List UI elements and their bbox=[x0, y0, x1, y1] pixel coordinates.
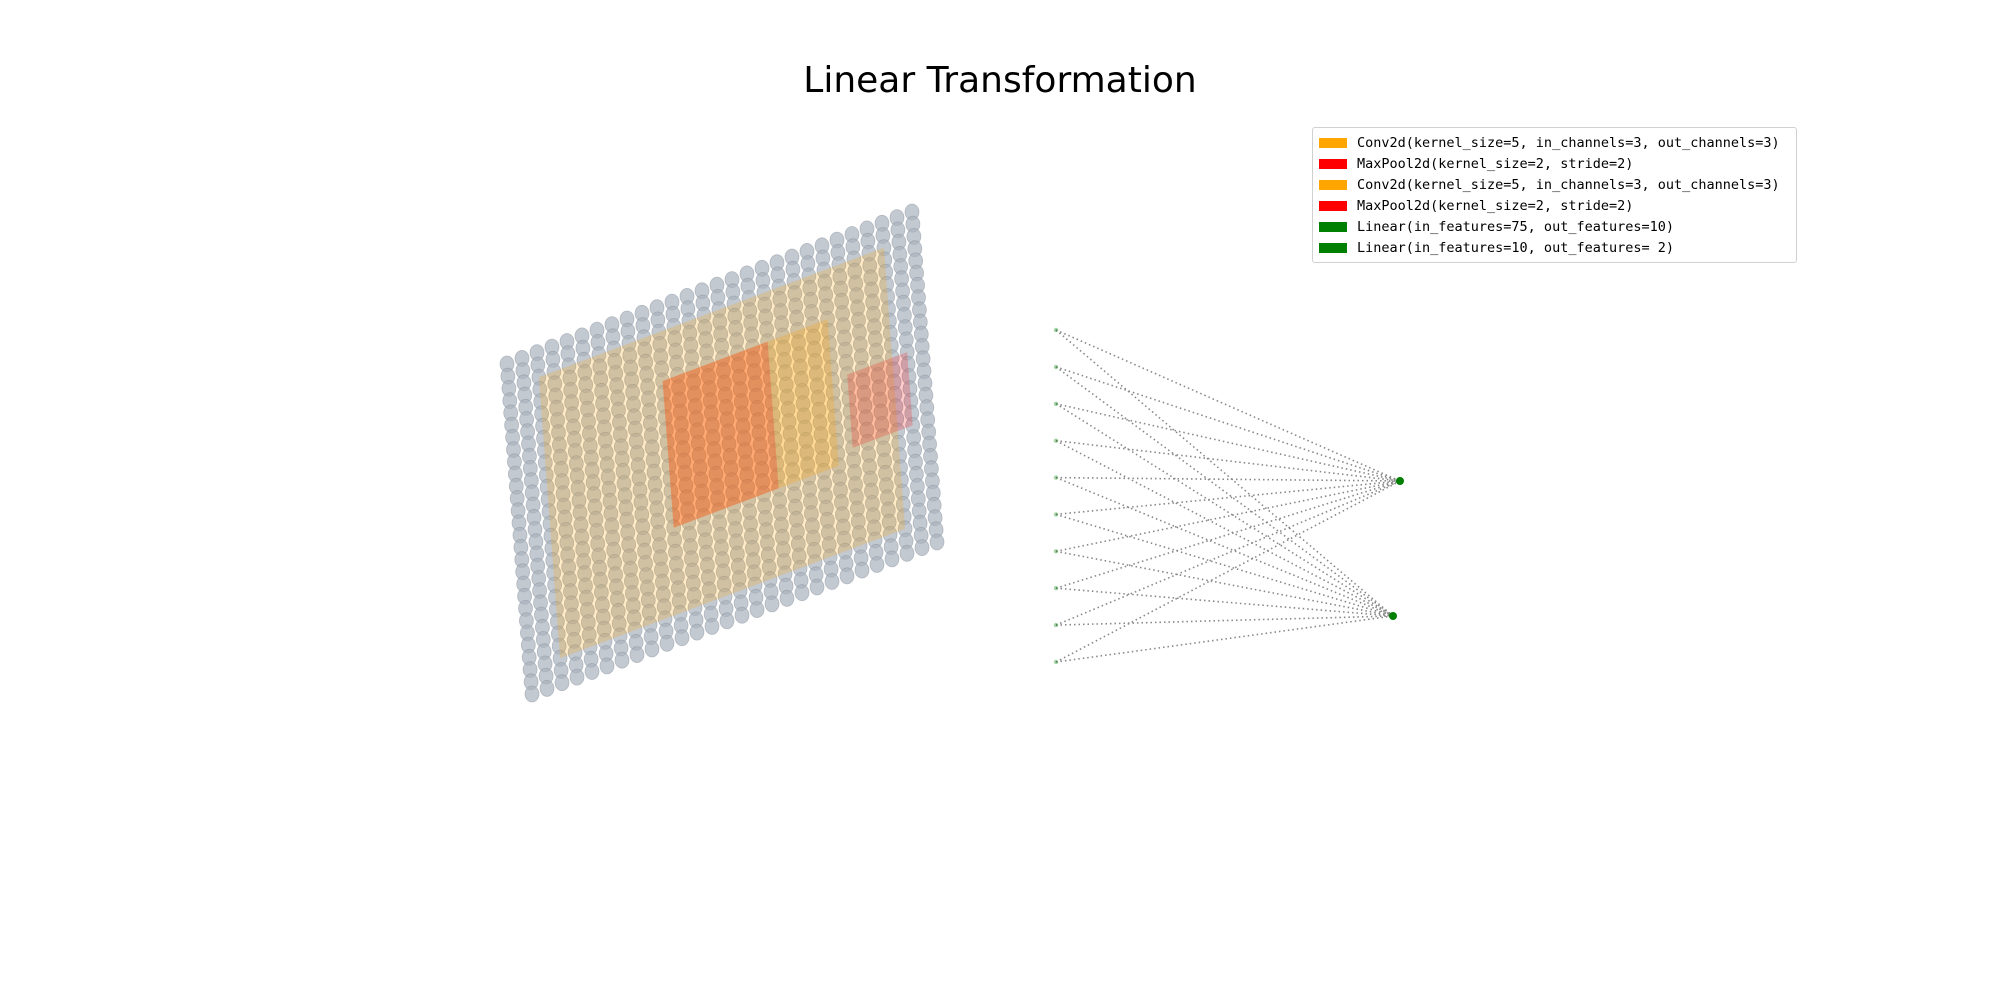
legend-label: MaxPool2d(kernel_size=2, stride=2) bbox=[1357, 197, 1634, 214]
input-node bbox=[719, 612, 735, 630]
hidden-layer-nodes bbox=[1053, 327, 1059, 665]
input-node bbox=[524, 685, 540, 703]
conv-region bbox=[662, 319, 839, 528]
input-node bbox=[824, 573, 840, 590]
connection-edge bbox=[1055, 439, 1394, 617]
conv-region bbox=[538, 247, 906, 659]
hidden-node bbox=[1053, 549, 1059, 554]
output-node bbox=[1389, 612, 1397, 620]
legend-label: MaxPool2d(kernel_size=2, stride=2) bbox=[1357, 155, 1634, 172]
connection-edge bbox=[1055, 480, 1401, 663]
input-feature-map bbox=[499, 203, 945, 703]
connection-edge bbox=[1055, 615, 1394, 663]
input-node bbox=[644, 640, 660, 658]
input-node bbox=[599, 657, 615, 675]
connection-edge bbox=[1055, 480, 1401, 516]
input-node bbox=[554, 674, 570, 692]
legend-item: MaxPool2d(kernel_size=2, stride=2) bbox=[1319, 195, 1790, 216]
input-node bbox=[689, 623, 705, 641]
connection-edge bbox=[1055, 550, 1394, 617]
input-node bbox=[839, 567, 855, 585]
input-node bbox=[614, 651, 630, 669]
input-node bbox=[794, 584, 810, 602]
legend-item: Conv2d(kernel_size=5, in_channels=3, out… bbox=[1319, 132, 1790, 153]
input-node bbox=[854, 561, 870, 579]
input-node bbox=[749, 601, 765, 618]
input-node bbox=[704, 618, 720, 635]
legend-swatch-icon bbox=[1319, 242, 1347, 253]
output-node bbox=[1396, 477, 1404, 485]
connection-edge bbox=[1055, 615, 1394, 626]
input-node bbox=[659, 634, 675, 652]
legend-label: Linear(in_features=75, out_features=10) bbox=[1357, 218, 1674, 235]
input-node bbox=[539, 680, 555, 697]
dense-connections bbox=[1055, 329, 1401, 663]
figure-title: Linear Transformation bbox=[803, 60, 1197, 101]
hidden-node bbox=[1053, 512, 1059, 517]
connection-edge bbox=[1055, 366, 1394, 617]
legend-swatch-icon bbox=[1319, 179, 1347, 190]
legend-item: MaxPool2d(kernel_size=2, stride=2) bbox=[1319, 153, 1790, 174]
input-node bbox=[929, 533, 945, 551]
connection-edge bbox=[1055, 476, 1401, 482]
legend-item: Conv2d(kernel_size=5, in_channels=3, out… bbox=[1319, 174, 1790, 195]
pool-region bbox=[847, 352, 913, 448]
input-node bbox=[764, 595, 780, 613]
hidden-node bbox=[1053, 475, 1059, 480]
hidden-node bbox=[1053, 586, 1059, 591]
input-node bbox=[809, 578, 825, 596]
connection-edge bbox=[1055, 513, 1394, 617]
legend-label: Linear(in_features=10, out_features= 2) bbox=[1357, 239, 1674, 256]
legend-item: Linear(in_features=75, out_features=10) bbox=[1319, 216, 1790, 237]
connection-edge bbox=[1055, 403, 1394, 617]
legend: Conv2d(kernel_size=5, in_channels=3, out… bbox=[1312, 127, 1797, 263]
connection-edge bbox=[1055, 480, 1401, 589]
hidden-node bbox=[1053, 438, 1059, 443]
hidden-node bbox=[1053, 659, 1059, 665]
connection-edge bbox=[1055, 476, 1394, 617]
input-node bbox=[914, 539, 930, 556]
connection-edge bbox=[1055, 403, 1401, 482]
connection-edge bbox=[1055, 587, 1394, 617]
input-node bbox=[569, 668, 585, 686]
connection-edge bbox=[1055, 366, 1401, 482]
legend-swatch-icon bbox=[1319, 158, 1347, 169]
input-node bbox=[584, 663, 600, 680]
legend-label: Conv2d(kernel_size=5, in_channels=3, out… bbox=[1357, 134, 1780, 151]
output-layer-nodes bbox=[1389, 477, 1404, 620]
connection-edge bbox=[1055, 439, 1401, 482]
connection-edge bbox=[1055, 480, 1401, 553]
input-node bbox=[779, 589, 795, 607]
input-node bbox=[869, 556, 885, 573]
input-node bbox=[674, 629, 690, 647]
hidden-node bbox=[1053, 364, 1059, 370]
legend-label: Conv2d(kernel_size=5, in_channels=3, out… bbox=[1357, 176, 1780, 193]
input-node bbox=[629, 646, 645, 663]
input-node bbox=[884, 550, 900, 568]
connection-edge bbox=[1055, 329, 1394, 617]
hidden-node bbox=[1053, 622, 1059, 628]
connection-edge bbox=[1055, 480, 1401, 626]
input-node bbox=[899, 544, 915, 562]
legend-swatch-icon bbox=[1319, 200, 1347, 211]
hidden-node bbox=[1053, 327, 1059, 333]
legend-item: Linear(in_features=10, out_features= 2) bbox=[1319, 237, 1790, 258]
pool-region bbox=[662, 341, 779, 528]
input-node bbox=[734, 606, 750, 624]
hidden-node bbox=[1053, 401, 1059, 406]
legend-swatch-icon bbox=[1319, 137, 1347, 148]
legend-swatch-icon bbox=[1319, 221, 1347, 232]
